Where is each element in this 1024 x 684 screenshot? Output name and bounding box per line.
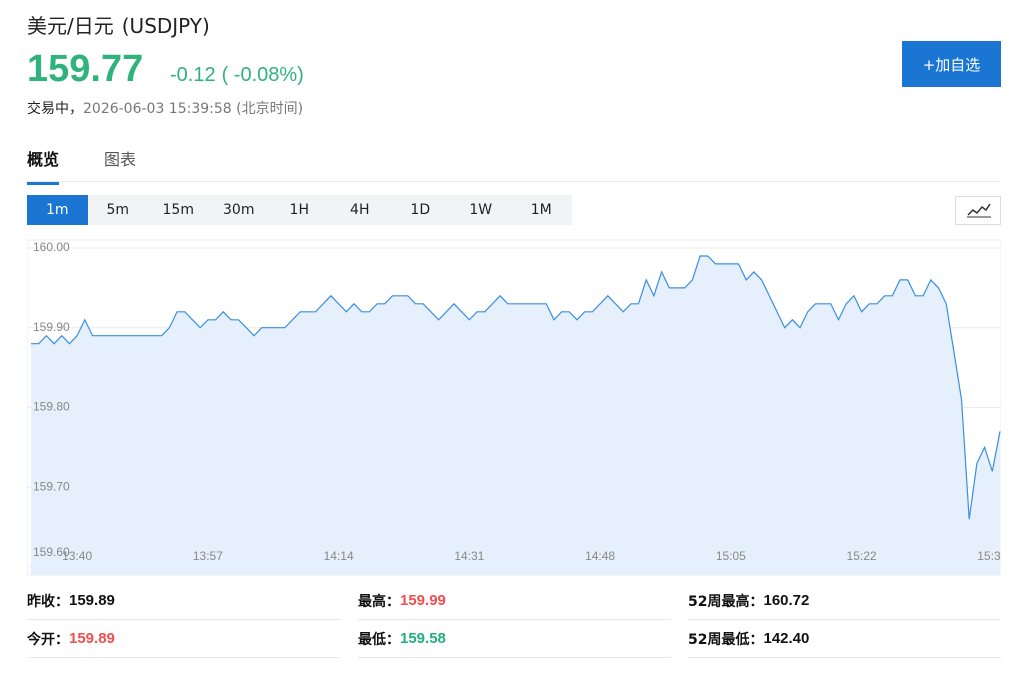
x-tick-label: 15:39 [977, 549, 1007, 563]
chart-type-button[interactable] [955, 196, 1001, 225]
x-tick-label: 14:31 [454, 549, 484, 563]
change-value: -0.12 [170, 64, 216, 86]
stat-item: 最低： 159.58 [358, 620, 671, 658]
stat-value: 159.58 [400, 630, 446, 647]
stat-label: 最低： [358, 631, 400, 648]
add-watchlist-button[interactable]: +加自选 [902, 41, 1001, 87]
interval-button[interactable]: 1W [469, 202, 493, 218]
y-tick-label: 160.00 [33, 240, 70, 254]
x-tick-label: 15:05 [716, 549, 746, 563]
interval-button[interactable]: 1H [289, 202, 309, 218]
stat-item: 最高： 159.99 [358, 582, 671, 620]
interval-button[interactable]: 1D [410, 202, 431, 218]
interval-bar: 1m 5m 15m 30m 1H 4H 1D 1W 1M [27, 195, 572, 225]
stat-label: 52周最低： [688, 631, 764, 648]
timestamp: 2026-06-03 15:39:58 [83, 101, 232, 117]
tab[interactable]: 图表 [104, 150, 137, 169]
area-fill [31, 256, 1000, 575]
x-tick-label: 13:40 [62, 549, 92, 563]
interval-button[interactable]: 30m [223, 202, 255, 218]
change-percent: ( -0.08%) [221, 64, 304, 86]
interval-button[interactable]: 1M [530, 202, 552, 218]
stat-item: 昨收： 159.89 [27, 582, 340, 620]
x-tick-label: 13:57 [193, 549, 223, 563]
tab[interactable]: 概览 [27, 146, 60, 185]
stat-value: 159.99 [400, 592, 446, 609]
divider [27, 181, 1001, 182]
stat-value: 160.72 [763, 592, 810, 609]
y-tick-label: 159.80 [33, 400, 70, 414]
x-tick-label: 15:22 [847, 549, 877, 563]
stat-value: 159.89 [69, 592, 115, 609]
stat-value: 159.89 [69, 630, 115, 647]
x-tick-label: 14:48 [585, 549, 615, 563]
y-tick-label: 159.90 [33, 320, 70, 334]
stat-label: 昨收： [27, 593, 69, 610]
stat-value: 142.40 [763, 630, 810, 647]
y-tick-label: 159.60 [33, 545, 70, 559]
asset-code: (USDJPY) [121, 14, 210, 38]
interval-button[interactable]: 4H [350, 202, 370, 218]
tabs: 概览 图表 [27, 146, 136, 185]
title: 美元/日元 (USDJPY) [27, 10, 210, 39]
y-tick-label: 159.70 [33, 479, 70, 493]
stat-label: 52周最高： [688, 593, 764, 610]
interval-button[interactable]: 1m [27, 195, 88, 225]
chart-type-icon [967, 203, 991, 218]
interval-button[interactable]: 5m [106, 202, 130, 218]
stat-item: 今开： 159.89 [27, 620, 340, 658]
price: 159.77 [27, 48, 144, 90]
x-tick-label: 14:14 [324, 549, 354, 563]
stat-item: 52周最低： 142.40 [688, 620, 1001, 658]
stat-label: 今开： [27, 631, 69, 648]
interval-button[interactable]: 15m [162, 202, 194, 218]
stat-label: 最高： [358, 593, 400, 610]
asset-name: 美元/日元 [27, 14, 114, 38]
timezone: (北京时间) [236, 101, 304, 117]
price-line [31, 255, 1001, 520]
status-line: 交易中，2026-06-03 15:39:58 (北京时间) [27, 98, 303, 118]
status: 交易中， [27, 101, 83, 117]
change: -0.12( -0.08%) [170, 64, 304, 87]
stat-item: 52周最高： 160.72 [688, 582, 1001, 620]
